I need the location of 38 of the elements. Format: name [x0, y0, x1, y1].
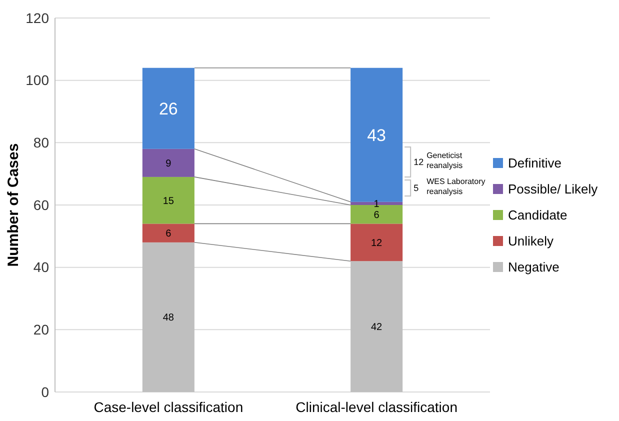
bar	[350, 205, 403, 224]
bar	[350, 68, 403, 202]
data-label: 12	[371, 238, 383, 249]
bar	[142, 242, 194, 392]
data-label: 48	[162, 312, 174, 324]
bar	[350, 224, 403, 262]
data-label: 9	[166, 158, 172, 170]
legend-label: Unlikely	[508, 234, 554, 249]
y-tick-label: 20	[33, 322, 50, 338]
y-tick-label: 40	[33, 259, 50, 276]
bar	[350, 202, 403, 205]
y-tick-label: 120	[26, 10, 50, 26]
y-axis-title: Number of Cases	[5, 143, 22, 267]
bar	[142, 224, 194, 242]
annotation: 5	[414, 183, 419, 194]
legend-label: Candidate	[508, 208, 568, 223]
legend-label: Definitive	[508, 156, 562, 171]
y-tick-label: 100	[26, 72, 50, 88]
legend-label: Possible/ Likely	[508, 182, 598, 197]
annotation: 12	[414, 157, 424, 168]
bar	[142, 176, 194, 224]
x-tick-label: Case-level classification	[94, 399, 244, 415]
legend-label: Negative	[508, 260, 560, 275]
bar	[142, 68, 194, 149]
data-label: 42	[371, 322, 383, 334]
data-label: 6	[374, 210, 380, 221]
annotation: WES Laboratory reanalysis	[426, 177, 486, 196]
data-label: 6	[166, 228, 172, 240]
annotation: Geneticist reanalysis	[426, 151, 463, 170]
data-label: 43	[367, 126, 386, 145]
bar	[350, 261, 403, 392]
x-tick-label: Clinical-level classification	[296, 399, 458, 415]
data-label: 15	[162, 196, 174, 207]
y-tick-label: 80	[33, 134, 50, 151]
y-tick-label: 0	[41, 384, 50, 400]
data-label: 26	[158, 99, 178, 118]
bar	[142, 148, 194, 177]
y-tick-label: 60	[33, 196, 50, 213]
